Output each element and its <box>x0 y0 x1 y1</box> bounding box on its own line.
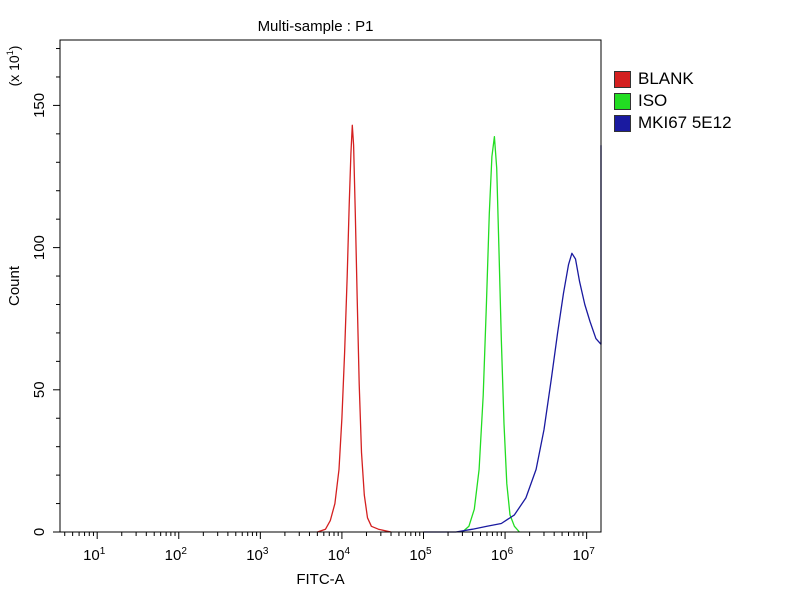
series-line-blank <box>317 124 392 533</box>
x-tick-label: 102 <box>165 546 188 564</box>
x-tick-label: 105 <box>409 546 432 564</box>
x-tick-label: 106 <box>491 546 514 564</box>
plot-frame <box>59 39 602 533</box>
y-tick-label: 0 <box>31 528 48 536</box>
legend-item-iso: ISO <box>614 90 732 112</box>
legend-item-blank: BLANK <box>614 68 732 90</box>
chart-title: Multi-sample : P1 <box>258 18 374 35</box>
y-axis-label: Count <box>6 265 23 306</box>
y-tick-label: 100 <box>31 235 48 260</box>
series-line-mki67-5e12 <box>423 145 602 533</box>
legend-label-blank: BLANK <box>638 69 694 88</box>
legend-item-mki67: MKI67 5E12 <box>614 112 732 134</box>
x-tick-label: 104 <box>328 546 351 564</box>
legend-label-iso: ISO <box>638 91 668 110</box>
y-tick-label: 50 <box>31 381 48 398</box>
x-axis-label: FITC-A <box>296 571 344 588</box>
x-tick-label: 107 <box>573 546 596 564</box>
y-tick-label: 150 <box>31 93 48 118</box>
legend-swatch-iso <box>614 92 631 110</box>
legend: BLANK ISO MKI67 5E12 <box>614 68 732 134</box>
legend-swatch-mki67 <box>614 114 631 132</box>
x-tick-label: 101 <box>83 546 106 564</box>
legend-swatch-blank <box>614 70 631 88</box>
x-tick-label: 103 <box>246 546 269 564</box>
legend-label-mki67: MKI67 5E12 <box>638 113 732 132</box>
y-multiplier-label: (x 101) <box>5 46 22 87</box>
series-line-iso <box>461 136 520 533</box>
